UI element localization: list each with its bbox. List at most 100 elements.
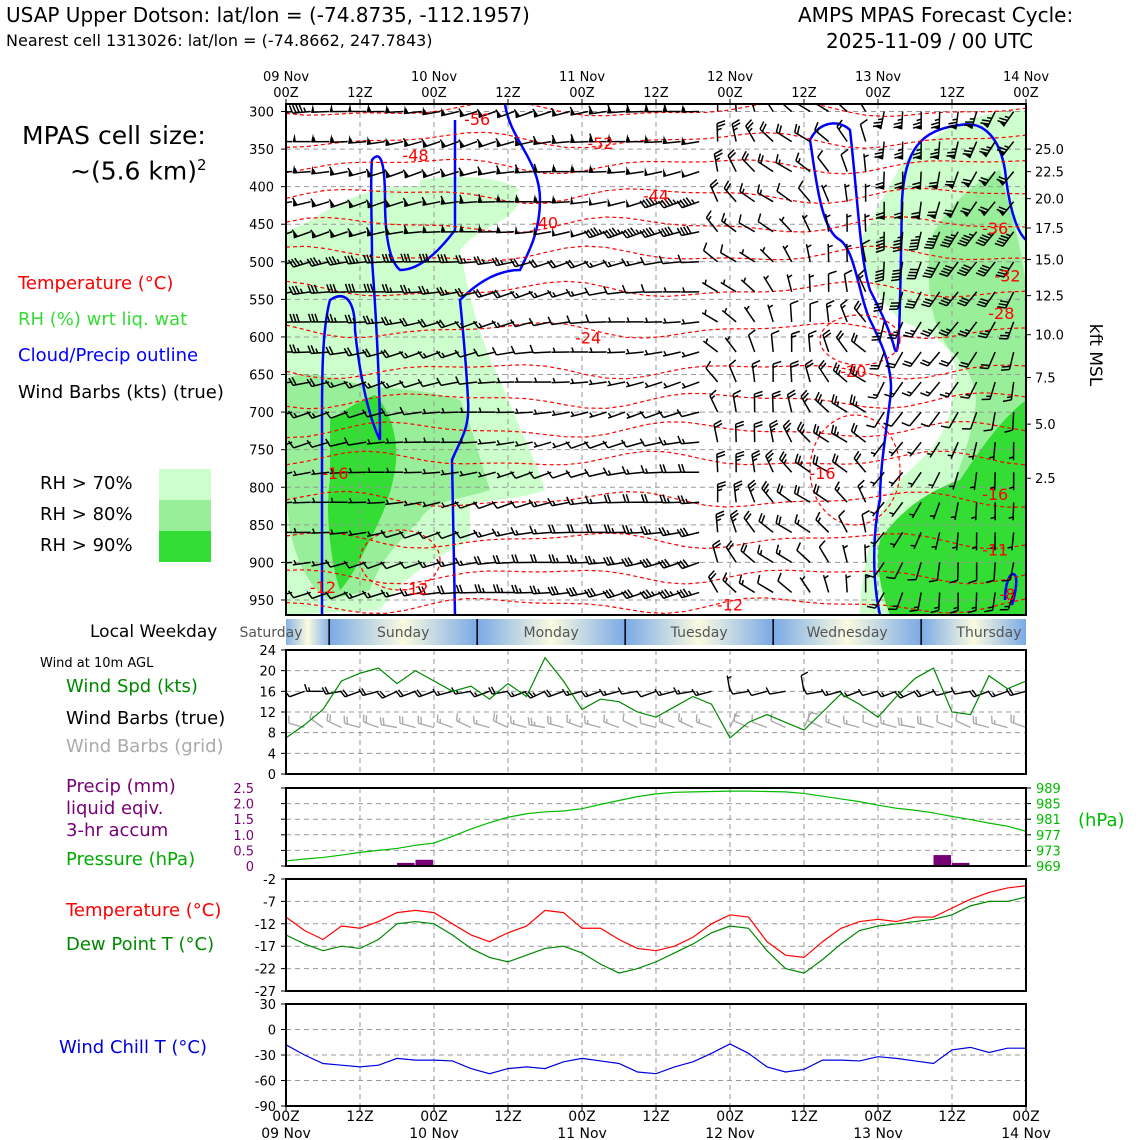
- profile-barb-full: [511, 554, 516, 563]
- profile-barb-staff: [496, 170, 515, 175]
- profile-barb: [827, 270, 837, 292]
- profile-barb-flag: [876, 216, 885, 220]
- profile-barb-staff: [861, 243, 867, 262]
- profile-barb: [786, 389, 796, 413]
- profile-barb-full: [822, 329, 831, 336]
- profile-barb-full: [417, 378, 424, 387]
- profile-barb-half: [333, 317, 337, 323]
- kft-tick-label: 10.0: [1035, 329, 1064, 344]
- profile-barb-half: [441, 110, 446, 116]
- local-weekday-label: Local Weekday: [90, 622, 218, 642]
- profile-barb-full: [728, 151, 737, 159]
- profile-barb-staff: [459, 381, 478, 385]
- profile-barb-full: [964, 124, 973, 127]
- legend-rh90-swatch: [159, 531, 211, 562]
- true-wind-barb-full: [339, 690, 346, 698]
- true-wind-barb-full: [876, 690, 883, 698]
- profile-barb-full: [402, 317, 408, 326]
- profile-barb-full: [473, 348, 479, 357]
- profile-barb-full: [940, 359, 950, 365]
- profile-barb: [979, 351, 996, 370]
- profile-barb: [888, 592, 904, 611]
- profile-barb-staff: [570, 471, 589, 479]
- profile-barb-half: [478, 471, 483, 477]
- profile-barb-staff: [948, 411, 959, 429]
- cloud-outline-mid: [450, 104, 542, 615]
- profile-barb: [603, 524, 626, 534]
- profile-barb-half: [276, 499, 278, 504]
- profile-barb-full: [872, 335, 881, 338]
- profile-barb-staff: [570, 140, 589, 144]
- profile-barb-full: [910, 214, 920, 218]
- profile-barb: [644, 381, 663, 389]
- profile-barb-full: [443, 253, 448, 263]
- profile-barb: [874, 141, 885, 160]
- profile-barb-half: [533, 441, 538, 447]
- profile-barb-full: [384, 253, 390, 263]
- profile-barb-staff: [286, 200, 293, 206]
- profile-barb-full: [590, 228, 597, 236]
- profile-barb-full: [679, 589, 686, 598]
- grid-wind-barb-full: [1012, 715, 1015, 724]
- profile-barb-full: [351, 283, 356, 293]
- grid-wind-barb-half: [512, 719, 515, 725]
- profile-barb-half: [681, 351, 686, 357]
- grid-wind-barb-full: [919, 716, 922, 725]
- profile-barb-full: [603, 524, 608, 533]
- profile-barb-half: [864, 214, 870, 218]
- profile-barb-staff: [533, 351, 552, 354]
- profile-barb-full: [607, 104, 612, 113]
- bottom-day-label: 12 Nov: [705, 1126, 755, 1140]
- profile-barb-full: [658, 527, 664, 536]
- profile-barb: [565, 288, 589, 298]
- profile-barb-full: [793, 123, 798, 133]
- true-wind-barb: [654, 688, 675, 697]
- cloud-outline-right: [808, 122, 1026, 615]
- profile-barb-full: [546, 470, 554, 479]
- profile-barb-full: [421, 285, 427, 294]
- profile-barb: [329, 104, 348, 113]
- profile-barb-half: [908, 482, 913, 486]
- profile-barb: [529, 585, 552, 595]
- profile-barb-half: [878, 148, 884, 151]
- profile-barb-flag: [329, 104, 333, 112]
- profile-barb-half: [717, 488, 723, 492]
- profile-barb-half: [824, 575, 829, 579]
- profile-barb-full: [853, 450, 860, 459]
- profile-barb-half: [663, 439, 667, 445]
- profile-barb-full: [476, 108, 483, 117]
- profile-barb-full: [677, 435, 682, 445]
- profile-barb-full: [983, 429, 993, 432]
- profile-barb-full: [778, 451, 785, 460]
- profile-barb-full: [731, 119, 740, 125]
- profile-barb-full: [925, 243, 934, 247]
- profile-barb-half: [934, 118, 940, 122]
- wind10m-tick-label: 0: [268, 768, 276, 783]
- profile-barb-half: [279, 348, 280, 353]
- profile-barb-full: [510, 319, 516, 328]
- profile-barb-full: [528, 499, 535, 508]
- profile-barb-staff: [928, 411, 941, 427]
- profile-barb: [702, 242, 719, 263]
- profile-barb: [325, 256, 348, 266]
- profile-barb-full: [420, 318, 427, 327]
- profile-barb-full: [959, 269, 968, 274]
- profile-barb-full: [529, 525, 534, 535]
- profile-barb-half: [385, 591, 390, 597]
- profile-barb-full: [979, 366, 989, 370]
- profile-barb-full: [853, 424, 858, 434]
- profile-barb-full: [383, 349, 390, 358]
- true-wind-barb: [876, 690, 897, 698]
- profile-barb: [639, 197, 663, 209]
- profile-barb-staff: [293, 441, 311, 449]
- profile-barb-full: [402, 169, 409, 177]
- profile-barb-full: [585, 524, 590, 533]
- temperature-contour-label: -48: [402, 146, 428, 165]
- pressure-tick-label: 950: [249, 594, 274, 609]
- profile-barb: [971, 502, 978, 521]
- true-wind-barb: [728, 687, 749, 695]
- profile-barb-full: [343, 560, 350, 569]
- legend-rh80-swatch: [159, 500, 211, 531]
- profile-barb-full: [945, 235, 954, 240]
- profile-barb-full: [565, 469, 572, 478]
